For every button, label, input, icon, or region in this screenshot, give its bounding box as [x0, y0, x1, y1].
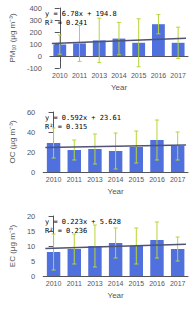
svg-text:2015: 2015: [129, 176, 145, 183]
svg-text:60: 60: [27, 108, 35, 117]
svg-text:0: 0: [38, 52, 42, 61]
svg-text:OC (μg m⁻³): OC (μg m⁻³): [8, 120, 17, 163]
svg-text:300: 300: [29, 16, 42, 25]
svg-text:2013: 2013: [87, 176, 103, 183]
svg-text:0: 0: [31, 168, 35, 177]
svg-text:R² = 0.315: R² = 0.315: [45, 123, 87, 131]
svg-text:2017: 2017: [170, 72, 186, 79]
svg-text:2010: 2010: [46, 176, 62, 183]
svg-text:2016: 2016: [149, 280, 165, 287]
svg-text:2014: 2014: [108, 176, 124, 183]
svg-text:2013: 2013: [91, 72, 107, 79]
svg-text:0: 0: [31, 272, 35, 281]
svg-text:Year: Year: [108, 187, 125, 196]
svg-text:PM₁₀ (μg m⁻³): PM₁₀ (μg m⁻³): [8, 13, 17, 63]
svg-text:2010: 2010: [46, 280, 62, 287]
svg-text:EC (μg m⁻³): EC (μg m⁻³): [8, 225, 17, 268]
svg-text:20: 20: [27, 148, 35, 157]
svg-text:y = 0.223x + 5.628: y = 0.223x + 5.628: [45, 218, 121, 226]
svg-text:40: 40: [27, 128, 35, 137]
svg-text:2011: 2011: [67, 176, 82, 183]
svg-text:2016: 2016: [149, 176, 165, 183]
svg-text:200: 200: [29, 28, 42, 37]
svg-text:2015: 2015: [129, 280, 145, 287]
svg-text:10: 10: [27, 242, 35, 251]
svg-text:2011: 2011: [67, 280, 82, 287]
svg-text:2017: 2017: [170, 280, 186, 287]
svg-text:15: 15: [27, 227, 35, 236]
svg-text:2011: 2011: [72, 72, 87, 79]
svg-text:Year: Year: [111, 83, 128, 92]
svg-text:2013: 2013: [87, 280, 103, 287]
svg-text:2010: 2010: [52, 72, 68, 79]
svg-text:R² = 0.236: R² = 0.236: [45, 227, 87, 235]
svg-text:2017: 2017: [170, 176, 186, 183]
svg-text:R² = 0.241: R² = 0.241: [45, 19, 87, 27]
svg-text:2014: 2014: [108, 280, 124, 287]
svg-text:2014: 2014: [111, 72, 127, 79]
svg-text:20: 20: [27, 212, 35, 221]
svg-text:-100: -100: [27, 64, 42, 73]
svg-text:2015: 2015: [131, 72, 147, 79]
svg-text:400: 400: [29, 4, 42, 13]
svg-text:y = 6.78x + 194.8: y = 6.78x + 194.8: [45, 10, 117, 18]
svg-text:y = 0.592x + 23.61: y = 0.592x + 23.61: [45, 114, 121, 122]
svg-text:100: 100: [29, 40, 42, 49]
svg-text:2016: 2016: [151, 72, 167, 79]
svg-text:5: 5: [31, 257, 35, 266]
svg-text:Year: Year: [108, 291, 125, 300]
